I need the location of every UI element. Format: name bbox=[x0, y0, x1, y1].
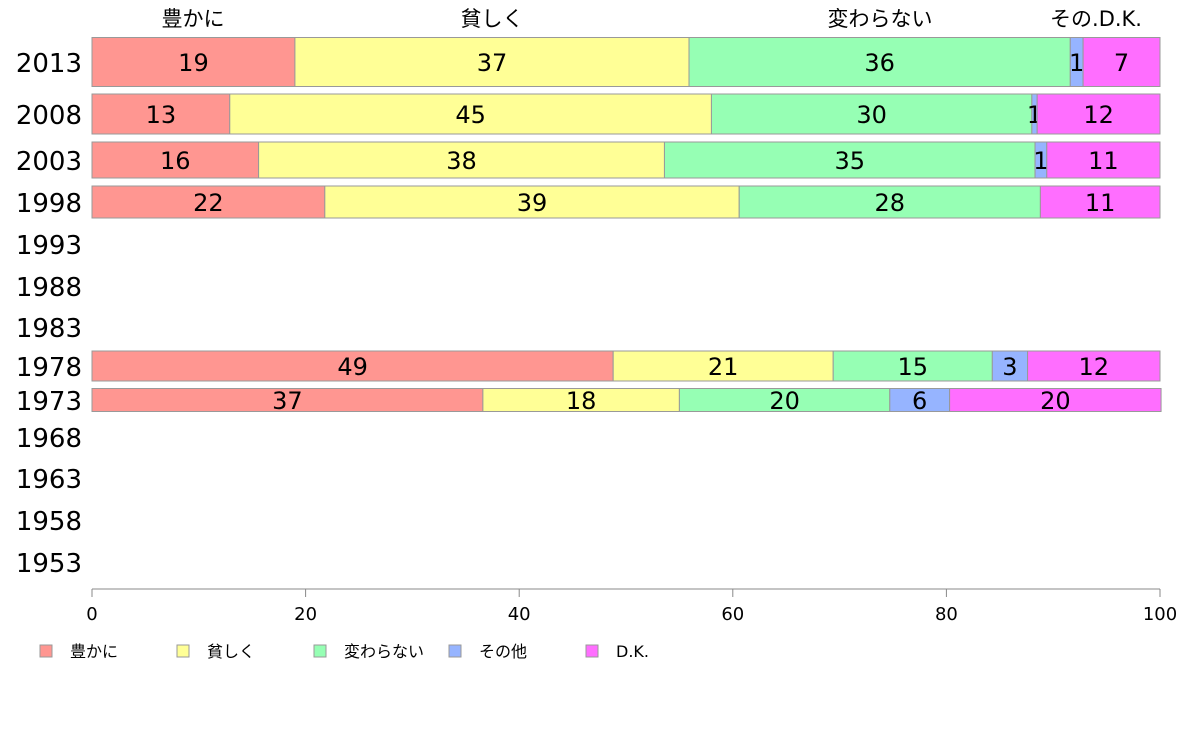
bar-segment bbox=[1046, 141, 1161, 179]
data-label: 20 bbox=[769, 387, 800, 415]
legend-label: 貧しく bbox=[207, 642, 255, 661]
data-label: 39 bbox=[517, 189, 548, 217]
bar-segment bbox=[832, 350, 993, 382]
year-label: 2008 bbox=[16, 101, 82, 131]
top-category-label: その.D.K. bbox=[1050, 7, 1142, 31]
bar-segment bbox=[663, 141, 1036, 179]
top-category-label: 貧しく bbox=[461, 7, 524, 31]
x-tick-label: 60 bbox=[721, 604, 744, 625]
year-label: 1968 bbox=[16, 424, 82, 454]
x-tick-label: 0 bbox=[86, 604, 97, 625]
data-label: 11 bbox=[1088, 147, 1119, 175]
year-label: 1978 bbox=[16, 353, 82, 383]
bar-segment bbox=[91, 37, 296, 87]
bar-segment bbox=[612, 350, 834, 382]
year-label: 1973 bbox=[16, 387, 82, 417]
year-label: 2003 bbox=[16, 147, 82, 177]
bar-segment bbox=[91, 185, 326, 219]
data-label: 37 bbox=[272, 387, 303, 415]
bar-segment bbox=[324, 185, 740, 219]
data-label: 13 bbox=[146, 101, 177, 129]
year-label: 1953 bbox=[16, 549, 82, 579]
legend-swatch bbox=[448, 644, 462, 658]
data-label: 36 bbox=[864, 49, 895, 77]
data-label: 6 bbox=[912, 387, 927, 415]
data-label: 37 bbox=[477, 49, 508, 77]
bar-segment bbox=[738, 185, 1041, 219]
data-label: 49 bbox=[337, 353, 368, 381]
legend-label: その他 bbox=[479, 642, 527, 661]
legend-swatch bbox=[176, 644, 190, 658]
legend-swatch bbox=[39, 644, 53, 658]
data-label: 11 bbox=[1085, 189, 1116, 217]
data-label: 1 bbox=[1069, 49, 1084, 77]
bar-segment bbox=[91, 93, 231, 135]
data-label: 22 bbox=[193, 189, 224, 217]
x-tick-label: 20 bbox=[294, 604, 317, 625]
data-label: 12 bbox=[1079, 353, 1110, 381]
data-label: 18 bbox=[566, 387, 597, 415]
bar-segment bbox=[688, 37, 1071, 87]
bar-segment bbox=[1039, 185, 1161, 219]
x-tick-label: 80 bbox=[935, 604, 958, 625]
bar-segment bbox=[91, 350, 614, 382]
data-label: 15 bbox=[897, 353, 928, 381]
data-label: 12 bbox=[1083, 101, 1114, 129]
data-label: 38 bbox=[446, 147, 477, 175]
bar-segment bbox=[294, 37, 690, 87]
bar-segment bbox=[991, 350, 1029, 382]
x-tick-label: 100 bbox=[1143, 604, 1177, 625]
data-label: 1 bbox=[1033, 147, 1048, 175]
year-label: 2013 bbox=[16, 49, 82, 79]
data-label: 19 bbox=[178, 49, 209, 77]
legend-label: 変わらない bbox=[344, 642, 424, 661]
data-label: 3 bbox=[1002, 353, 1017, 381]
bar-segment bbox=[229, 93, 712, 135]
bar-segment bbox=[710, 93, 1033, 135]
year-label: 1993 bbox=[16, 231, 82, 261]
bar-segment bbox=[91, 141, 260, 179]
data-label: 35 bbox=[834, 147, 865, 175]
year-label: 1958 bbox=[16, 507, 82, 537]
bar-segment bbox=[1082, 37, 1161, 87]
legend-label: 豊かに bbox=[70, 642, 118, 661]
year-label: 1998 bbox=[16, 189, 82, 219]
data-label: 20 bbox=[1040, 387, 1071, 415]
bar-segment bbox=[258, 141, 665, 179]
legend-swatch bbox=[585, 644, 599, 658]
x-tick-label: 40 bbox=[508, 604, 531, 625]
data-label: 28 bbox=[875, 189, 906, 217]
bar-segment bbox=[1036, 93, 1161, 135]
legend-swatch bbox=[313, 644, 327, 658]
legend-label: D.K. bbox=[616, 642, 649, 661]
year-label: 1988 bbox=[16, 273, 82, 303]
bar-segment bbox=[1027, 350, 1161, 382]
bar-segment bbox=[949, 388, 1162, 412]
data-label: 16 bbox=[160, 147, 191, 175]
data-label: 7 bbox=[1114, 49, 1129, 77]
year-label: 1983 bbox=[16, 314, 82, 344]
data-label: 30 bbox=[856, 101, 887, 129]
top-category-label: 変わらない bbox=[828, 7, 933, 31]
top-category-label: 豊かに bbox=[162, 7, 225, 31]
year-label: 1963 bbox=[16, 465, 82, 495]
data-label: 21 bbox=[708, 353, 739, 381]
data-label: 45 bbox=[455, 101, 486, 129]
